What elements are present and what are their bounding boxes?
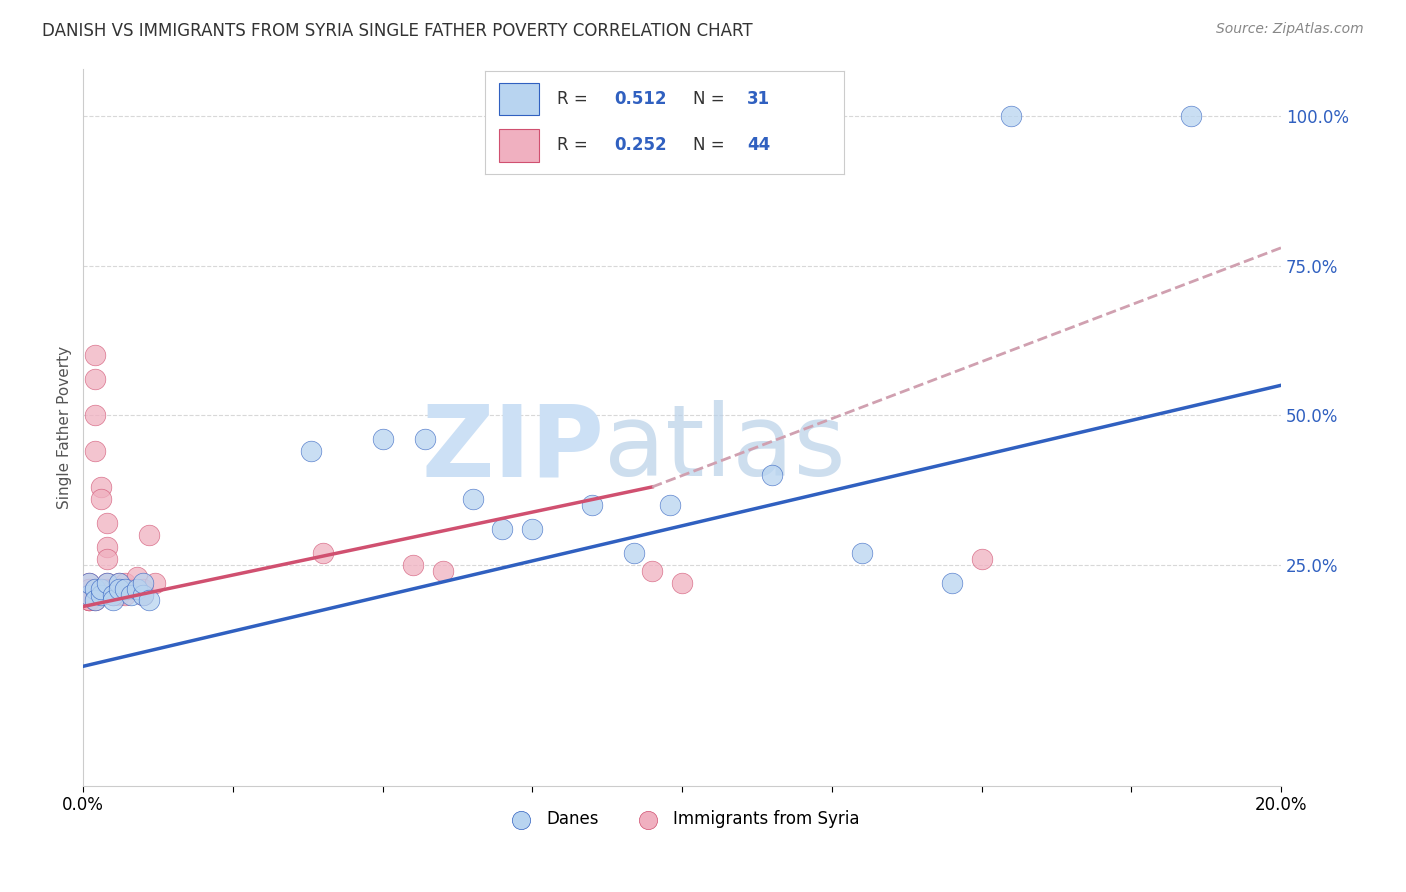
Point — [143, 575, 166, 590]
Point — [84, 582, 107, 596]
Point — [96, 582, 118, 596]
Point — [132, 587, 155, 601]
Point — [970, 551, 993, 566]
Text: Source: ZipAtlas.com: Source: ZipAtlas.com — [1216, 22, 1364, 37]
Point — [90, 587, 112, 601]
Point — [299, 444, 322, 458]
Point — [138, 527, 160, 541]
FancyBboxPatch shape — [499, 128, 538, 161]
Point — [132, 575, 155, 590]
Point — [77, 587, 100, 601]
Point — [120, 582, 142, 596]
Text: 44: 44 — [747, 136, 770, 154]
Point — [90, 491, 112, 506]
Point — [84, 408, 107, 422]
Point — [461, 491, 484, 506]
Point — [84, 593, 107, 607]
Text: N =: N = — [693, 90, 724, 108]
Point — [371, 432, 394, 446]
Point — [90, 587, 112, 601]
Point — [1180, 109, 1202, 123]
Point — [77, 593, 100, 607]
Point — [851, 546, 873, 560]
Y-axis label: Single Father Poverty: Single Father Poverty — [58, 345, 72, 508]
Point — [132, 582, 155, 596]
Point — [77, 582, 100, 596]
Point — [941, 575, 963, 590]
Text: R =: R = — [557, 90, 588, 108]
Point — [132, 587, 155, 601]
Point — [103, 582, 125, 596]
Point — [120, 587, 142, 601]
Point — [103, 593, 125, 607]
Point — [1000, 109, 1022, 123]
Point — [96, 540, 118, 554]
Point — [108, 575, 131, 590]
Point — [77, 575, 100, 590]
Point — [401, 558, 423, 572]
Point — [96, 516, 118, 530]
Point — [90, 582, 112, 596]
Point — [77, 593, 100, 607]
Point — [84, 582, 107, 596]
Point — [127, 569, 149, 583]
Point — [581, 498, 603, 512]
Point — [77, 587, 100, 601]
FancyBboxPatch shape — [499, 83, 538, 115]
Point — [96, 575, 118, 590]
Point — [108, 587, 131, 601]
Point — [413, 432, 436, 446]
Point — [127, 582, 149, 596]
Point — [84, 444, 107, 458]
Point — [96, 575, 118, 590]
Text: 31: 31 — [747, 90, 770, 108]
Point — [84, 348, 107, 362]
Point — [641, 564, 664, 578]
Point — [90, 480, 112, 494]
Text: 0.512: 0.512 — [614, 90, 666, 108]
Point — [84, 593, 107, 607]
Point — [84, 587, 107, 601]
Point — [522, 522, 544, 536]
Point — [77, 587, 100, 601]
Point — [312, 546, 335, 560]
Point — [96, 551, 118, 566]
Point — [77, 587, 100, 601]
Point — [138, 593, 160, 607]
Legend: Danes, Immigrants from Syria: Danes, Immigrants from Syria — [498, 804, 866, 835]
Point — [77, 587, 100, 601]
Point — [108, 582, 131, 596]
Point — [77, 593, 100, 607]
Point — [491, 522, 513, 536]
Point — [103, 587, 125, 601]
Text: ZIP: ZIP — [422, 401, 605, 497]
Text: DANISH VS IMMIGRANTS FROM SYRIA SINGLE FATHER POVERTY CORRELATION CHART: DANISH VS IMMIGRANTS FROM SYRIA SINGLE F… — [42, 22, 752, 40]
Point — [90, 582, 112, 596]
Point — [114, 575, 136, 590]
Point — [659, 498, 682, 512]
Point — [84, 372, 107, 386]
Point — [77, 575, 100, 590]
Text: R =: R = — [557, 136, 588, 154]
Point — [114, 587, 136, 601]
Point — [108, 575, 131, 590]
Point — [114, 582, 136, 596]
Point — [623, 546, 645, 560]
Point — [103, 587, 125, 601]
Text: N =: N = — [693, 136, 724, 154]
Point — [761, 467, 783, 482]
Text: 0.252: 0.252 — [614, 136, 666, 154]
Point — [671, 575, 693, 590]
Point — [77, 582, 100, 596]
Point — [432, 564, 454, 578]
Text: atlas: atlas — [605, 401, 846, 497]
